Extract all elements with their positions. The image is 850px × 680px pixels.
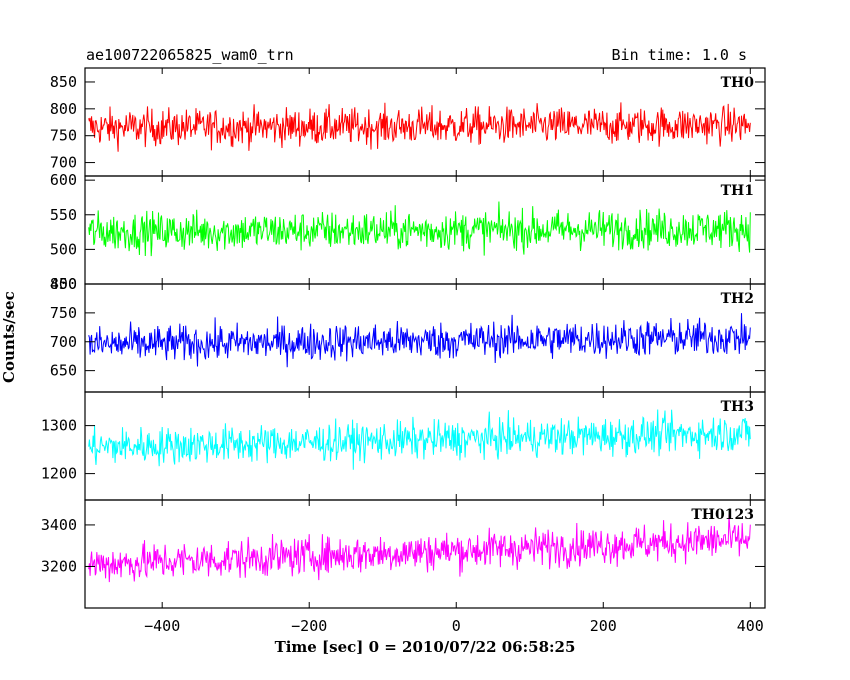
y-tick-label: 700	[50, 154, 77, 172]
x-tick-label: 200	[590, 617, 617, 635]
panel-label-th3: TH3	[721, 399, 754, 415]
panel-label-th2: TH2	[721, 291, 754, 307]
y-tick-label: 450	[50, 275, 77, 293]
y-tick-label: 3200	[41, 557, 77, 575]
x-tick-label: −200	[291, 617, 327, 635]
series-line-th2	[88, 313, 751, 368]
y-tick-label: 500	[50, 240, 77, 258]
y-tick-label: 1300	[41, 417, 77, 435]
y-tick-label: 750	[50, 304, 77, 322]
panel-label-th1: TH1	[721, 183, 754, 199]
y-tick-label: 550	[50, 206, 77, 224]
panel-label-th0123: TH0123	[691, 507, 754, 523]
y-tick-label: 600	[50, 171, 77, 189]
x-tick-label: 0	[452, 617, 461, 635]
series-line-th1	[88, 201, 751, 257]
bin-time-label: Bin time: 1.0 s	[611, 46, 747, 64]
y-tick-label: 1200	[41, 465, 77, 483]
panel-frame-th0123	[84, 499, 766, 609]
y-tick-label: 3400	[41, 516, 77, 534]
y-tick-label: 850	[50, 73, 77, 91]
series-line-th3	[88, 409, 751, 470]
y-tick-label: 800	[50, 275, 77, 293]
y-tick-label: 750	[50, 127, 77, 145]
x-tick-label: −400	[144, 617, 180, 635]
x-tick-label: 400	[737, 617, 764, 635]
y-tick-label: 800	[50, 100, 77, 118]
series-line-th0	[88, 102, 751, 152]
series-line-th0123	[88, 514, 751, 583]
y-axis-label: Counts/sec	[0, 291, 18, 383]
panel-label-th0: TH0	[721, 75, 755, 91]
x-axis-label: Time [sec] 0 = 2010/07/22 06:58:25	[274, 638, 576, 656]
chart-title: ae100722065825_wam0_trn	[86, 46, 294, 64]
y-tick-label: 650	[50, 362, 77, 380]
y-tick-label: 700	[50, 333, 77, 351]
